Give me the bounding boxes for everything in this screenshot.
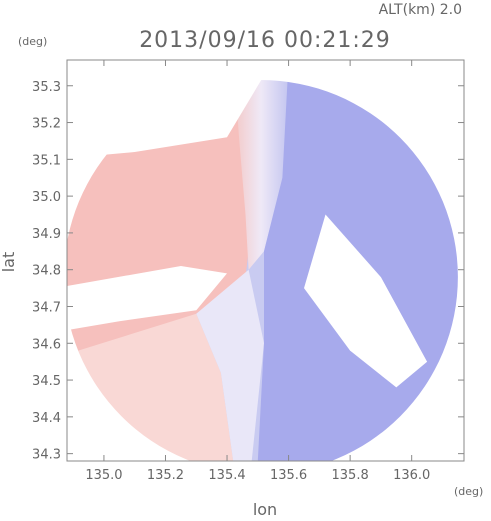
y-tick-label: 35.3 xyxy=(32,80,61,95)
blocked-sector-east xyxy=(304,214,428,388)
y-tick-label: 34.3 xyxy=(32,448,61,463)
x-tick-label: 135.4 xyxy=(208,468,245,483)
y-axis-label: lat xyxy=(0,252,18,273)
y-tick-label: 34.8 xyxy=(32,264,61,279)
x-tick-label: 135.0 xyxy=(85,468,122,483)
x-axis-ticks: 135.0 135.2 135.4 135.6 135.8 136.0 xyxy=(85,60,430,483)
altitude-label: ALT(km) 2.0 xyxy=(379,2,462,18)
x-axis-label: lon xyxy=(253,500,277,519)
y-tick-label: 34.6 xyxy=(32,337,61,352)
y-unit-label: (deg) xyxy=(18,35,47,48)
x-tick-label: 135.8 xyxy=(332,468,369,483)
x-unit-label: (deg) xyxy=(454,485,483,498)
y-tick-label: 35.0 xyxy=(32,190,61,205)
x-tick-label: 135.6 xyxy=(270,468,307,483)
south-transition xyxy=(196,269,264,461)
transition-band xyxy=(233,60,289,270)
plot-frame xyxy=(66,59,465,462)
chart-title: 2013/09/16 00:21:29 xyxy=(139,28,391,53)
no-data-north xyxy=(67,60,274,159)
y-tick-label: 35.1 xyxy=(32,153,61,168)
x-tick-label: 135.2 xyxy=(147,468,184,483)
y-tick-label: 34.7 xyxy=(32,300,61,315)
y-axis-ticks: 34.3 34.4 34.5 34.6 34.7 34.8 34.9 35.0 35.1 35.2… xyxy=(32,80,464,463)
y-tick-label: 34.5 xyxy=(32,374,61,389)
y-tick-label: 34.4 xyxy=(32,411,61,426)
x-tick-label: 136.0 xyxy=(393,468,430,483)
y-tick-label: 35.2 xyxy=(32,117,61,132)
blocked-sector-west xyxy=(67,266,227,331)
y-tick-label: 34.9 xyxy=(32,227,61,242)
